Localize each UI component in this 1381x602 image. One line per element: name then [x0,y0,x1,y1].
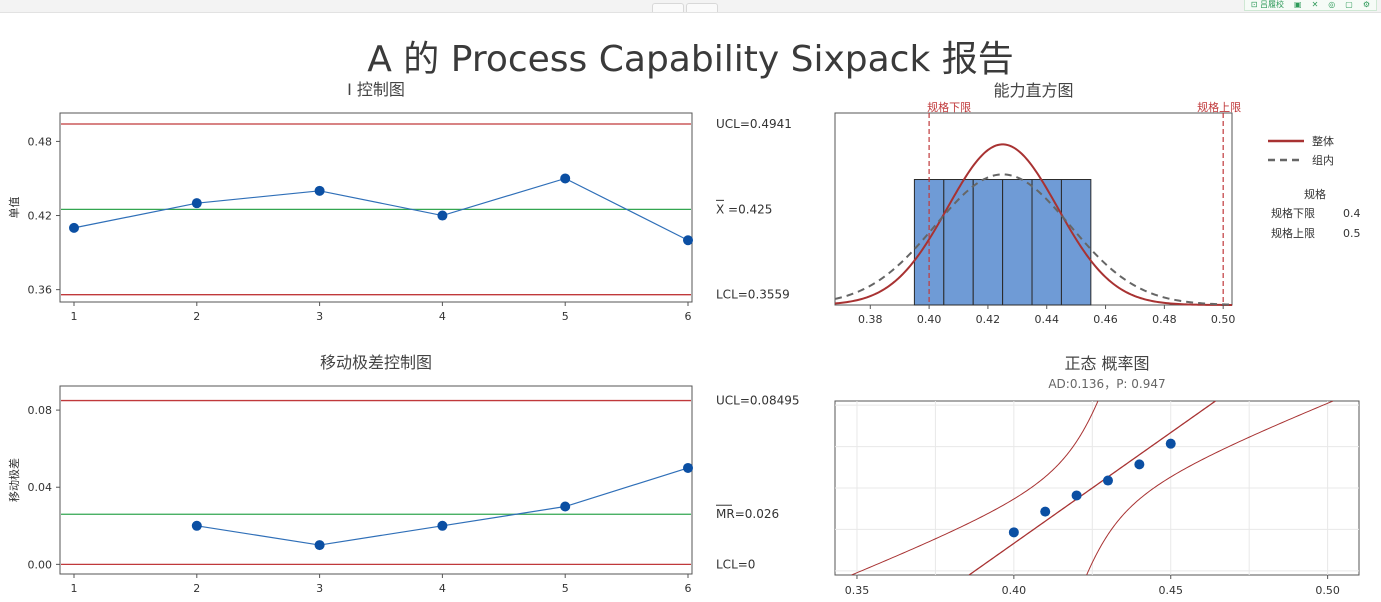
close-icon[interactable]: ✕ [1311,0,1319,9]
y-tick-label: 0.08 [28,404,53,417]
x-tick-label: 1 [71,310,78,323]
data-point [191,198,202,209]
chart-title: 正态 概率图 [1064,354,1149,373]
chart-subtitle: AD:0.136，P: 0.947 [1048,377,1165,391]
fit-line [968,401,1216,575]
data-point [1071,490,1082,501]
settings-icon[interactable]: ◎ [1328,0,1336,9]
window-icon[interactable]: ▢ [1345,0,1353,9]
histogram-bar [1002,179,1033,306]
x-tick-label: 0.42 [976,313,1001,326]
x-tick-label: 2 [193,582,200,595]
data-point [1134,459,1145,470]
copy-icon[interactable]: ⊡ 吕履校 [1250,0,1285,9]
y-tick-label: 0.04 [28,481,53,494]
data-point [1102,475,1113,486]
x-tick-label: 0.48 [1152,313,1177,326]
control-limit-label: LCL=0.3559 [716,288,790,302]
y-tick-label: 0.42 [28,210,53,223]
data-point [560,501,571,512]
control-limit-label: LCL=0 [716,557,755,571]
data-line [73,177,689,241]
y-tick-label: 0.36 [28,284,53,297]
chart-title: 移动极差控制图 [320,353,432,372]
data-point [437,520,448,531]
confidence-band-upper [1086,401,1334,575]
y-axis-label: 移动极差 [7,458,21,502]
histogram-bar [972,179,1004,306]
chart-title: I 控制图 [347,80,405,99]
y-tick-label: 0.00 [28,558,53,571]
data-point [69,222,79,233]
tab-stub[interactable] [686,3,718,12]
spec-row-value: 0.4 [1343,207,1361,220]
spec-table-title: 规格 [1304,187,1326,201]
x-tick-label: 3 [316,310,323,323]
x-tick-label: 0.50 [1211,313,1236,326]
legend-label: 组内 [1312,153,1334,167]
data-point [191,520,202,531]
plot-frame [59,385,693,575]
data-point [683,235,693,246]
x-tick-label: 3 [316,582,323,595]
data-point [683,462,693,473]
control-limit-label: UCL=0.4941 [716,117,792,131]
within-curve [834,173,1233,306]
y-tick-label: 0.48 [28,135,53,148]
x-tick-label: 4 [439,310,446,323]
spec-row-value: 0.5 [1343,227,1361,240]
x-tick-label: 0.40 [1002,584,1027,597]
gear-icon[interactable]: ⚙ [1362,0,1370,9]
confidence-band-lower [851,401,1099,575]
data-point [1008,527,1019,538]
data-point [1040,506,1051,517]
x-tick-label: 0.35 [845,584,870,597]
x-tick-label: 0.50 [1315,584,1340,597]
spec-row-name: 规格下限 [1271,206,1315,220]
legend-label: 整体 [1312,134,1334,148]
spec-limit-label: 规格上限 [1197,100,1241,114]
data-point [437,210,448,221]
x-tick-label: 0.40 [917,313,942,326]
plot-frame [59,112,693,303]
tab-stub[interactable] [652,3,684,12]
data-point [1165,438,1176,449]
export-icon[interactable]: ▣ [1294,0,1302,9]
data-line [196,467,689,546]
x-tick-label: 0.45 [1158,584,1183,597]
data-point [314,185,325,196]
control-limit-label: MR=0.026 [716,507,779,521]
x-tick-label: 0.38 [858,313,883,326]
spec-row-name: 规格上限 [1271,226,1315,240]
control-limit-label: UCL=0.08495 [716,394,800,408]
data-point [560,173,571,184]
x-tick-label: 0.44 [1034,313,1059,326]
x-tick-label: 6 [685,310,692,323]
control-limit-label: X =0.425 [716,202,772,216]
x-tick-label: 2 [193,310,200,323]
x-tick-label: 4 [439,582,446,595]
data-point [314,540,325,551]
chart-title: 能力直方图 [993,81,1073,100]
report-title: A 的 Process Capability Sixpack 报告 [367,39,1014,80]
x-tick-label: 6 [685,582,692,595]
spec-limit-label: 规格下限 [927,100,971,114]
x-tick-label: 0.46 [1093,313,1118,326]
histogram-bar [1060,179,1092,306]
graph-toolbar: ⊡ 吕履校 ▣ ✕ ◎ ▢ ⚙ [1243,0,1377,11]
x-tick-label: 5 [562,582,569,595]
y-axis-label: 单值 [8,197,21,219]
window-top-bar [0,0,1381,13]
x-tick-label: 1 [71,582,78,595]
x-tick-label: 5 [562,310,569,323]
overall-curve [834,143,1233,306]
